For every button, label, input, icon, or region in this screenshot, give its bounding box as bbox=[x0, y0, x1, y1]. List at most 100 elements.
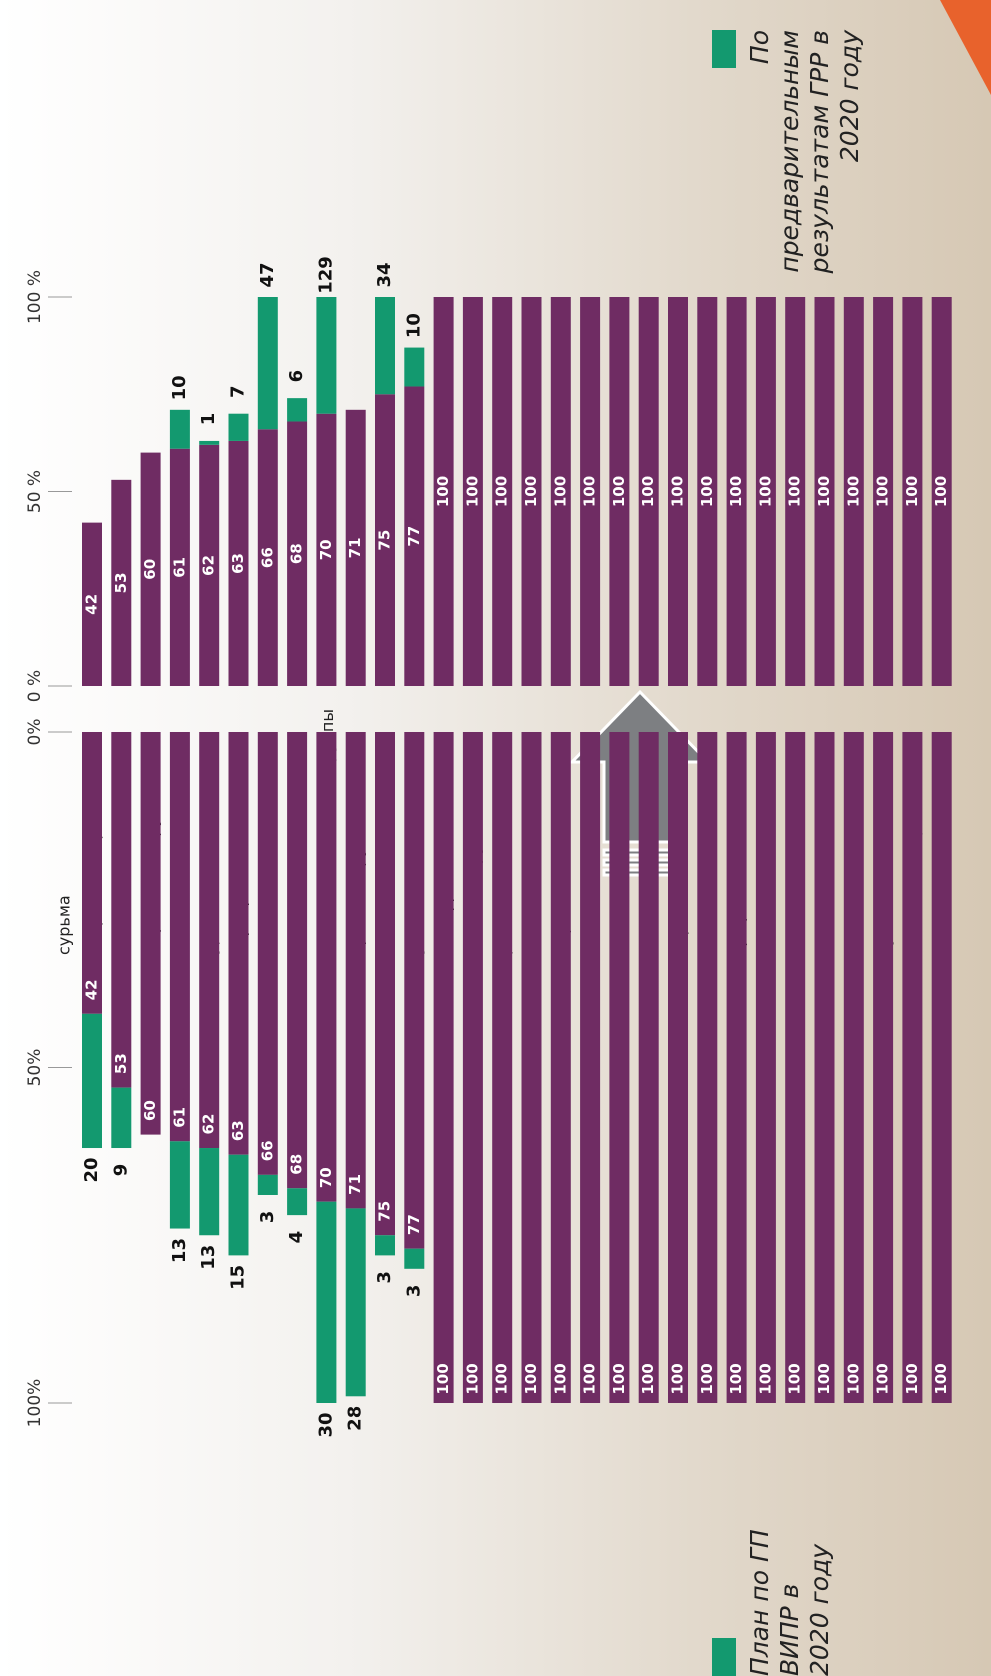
value-label: 100 bbox=[698, 476, 716, 507]
value-label: 75 bbox=[376, 1201, 394, 1222]
bar-segment bbox=[229, 1155, 249, 1256]
value-label: 9 bbox=[110, 1164, 131, 1177]
legend-swatch bbox=[712, 30, 736, 68]
value-label: 100 bbox=[610, 476, 628, 507]
bar-segment bbox=[82, 732, 102, 1014]
bar-segment bbox=[82, 1014, 102, 1148]
value-label: 13 bbox=[169, 1238, 190, 1263]
bar-segment bbox=[404, 348, 424, 387]
value-label: 3 bbox=[257, 1211, 278, 1224]
value-label: 75 bbox=[376, 530, 394, 551]
legend-label: По предварительным результатам ГРР в 202… bbox=[745, 30, 865, 300]
value-label: 60 bbox=[141, 1100, 159, 1121]
bar-segment bbox=[229, 732, 249, 1155]
y-tick-label: 50 % bbox=[25, 470, 45, 513]
value-label: 53 bbox=[112, 572, 130, 593]
value-label: 100 bbox=[903, 476, 921, 507]
bar-segment bbox=[756, 732, 776, 1403]
bar-segment bbox=[639, 732, 659, 1403]
value-label: 47 bbox=[257, 262, 278, 287]
bar-segment bbox=[170, 1141, 190, 1228]
value-label: 100 bbox=[610, 1363, 628, 1394]
y-tick-label: 100% bbox=[25, 1379, 45, 1428]
bar-segment bbox=[346, 1208, 366, 1396]
value-label: 100 bbox=[522, 476, 540, 507]
value-label: 42 bbox=[83, 594, 101, 615]
value-label: 28 bbox=[345, 1406, 366, 1431]
bar-segment bbox=[111, 732, 131, 1088]
bar-segment bbox=[873, 732, 893, 1403]
value-label: 129 bbox=[315, 256, 336, 294]
value-label: 100 bbox=[639, 476, 657, 507]
bar-segment bbox=[199, 441, 219, 445]
value-label: 100 bbox=[522, 1363, 540, 1394]
y-tick-label: 100 % bbox=[25, 270, 45, 324]
value-label: 42 bbox=[83, 979, 101, 1000]
value-label: 1 bbox=[198, 413, 219, 426]
value-label: 100 bbox=[756, 1363, 774, 1394]
value-label: 3 bbox=[403, 1285, 424, 1298]
value-label: 60 bbox=[141, 559, 159, 580]
value-label: 100 bbox=[551, 1363, 569, 1394]
value-label: 100 bbox=[493, 476, 511, 507]
value-label: 62 bbox=[200, 1114, 218, 1135]
value-label: 10 bbox=[169, 375, 190, 400]
bar-segment bbox=[609, 732, 629, 1403]
value-label: 3 bbox=[374, 1271, 395, 1284]
bar-segment bbox=[170, 410, 190, 449]
bar-segment bbox=[902, 732, 922, 1403]
value-label: 66 bbox=[258, 547, 276, 568]
bar-segment bbox=[287, 1188, 307, 1215]
value-label: 100 bbox=[551, 476, 569, 507]
bar-segment bbox=[141, 732, 161, 1135]
value-label: 100 bbox=[756, 476, 774, 507]
bar-segment bbox=[170, 732, 190, 1141]
bar-segment bbox=[815, 732, 835, 1403]
value-label: 77 bbox=[405, 526, 423, 547]
bar-segment bbox=[287, 398, 307, 421]
bar-segment bbox=[199, 1148, 219, 1235]
bar-segment bbox=[375, 732, 395, 1235]
category-label: сурьма bbox=[55, 895, 74, 955]
value-label: 63 bbox=[229, 553, 247, 574]
bar-segment bbox=[844, 732, 864, 1403]
value-label: 100 bbox=[669, 1363, 687, 1394]
bar-segment bbox=[785, 732, 805, 1403]
bar-segment bbox=[375, 1235, 395, 1255]
value-label: 62 bbox=[200, 555, 218, 576]
value-label: 15 bbox=[228, 1265, 249, 1290]
bar-segment bbox=[932, 732, 952, 1403]
value-label: 100 bbox=[815, 1363, 833, 1394]
value-label: 53 bbox=[112, 1053, 130, 1074]
bar-segment bbox=[404, 1249, 424, 1269]
value-label: 100 bbox=[903, 1363, 921, 1394]
value-label: 100 bbox=[639, 1363, 657, 1394]
value-label: 7 bbox=[228, 385, 249, 398]
value-label: 100 bbox=[874, 1363, 892, 1394]
value-label: 100 bbox=[932, 476, 950, 507]
value-label: 100 bbox=[493, 1363, 511, 1394]
bar-segment bbox=[316, 732, 336, 1202]
value-label: 70 bbox=[317, 1167, 335, 1188]
bar-segment bbox=[258, 732, 278, 1175]
value-label: 100 bbox=[434, 476, 452, 507]
value-label: 20 bbox=[81, 1157, 102, 1182]
legend-swatch bbox=[712, 1638, 736, 1676]
bar-segment bbox=[199, 732, 219, 1148]
value-label: 34 bbox=[374, 262, 395, 287]
y-tick-label: 0% bbox=[25, 719, 45, 746]
value-label: 100 bbox=[581, 1363, 599, 1394]
value-label: 100 bbox=[844, 1363, 862, 1394]
page: сурьмакварцевое сырьеалмазымарганцевые р… bbox=[0, 0, 991, 1676]
value-label: 100 bbox=[434, 1363, 452, 1394]
value-label: 100 bbox=[463, 1363, 481, 1394]
value-label: 100 bbox=[815, 476, 833, 507]
corner-decor bbox=[940, 0, 991, 95]
value-label: 100 bbox=[786, 476, 804, 507]
bar-segment bbox=[287, 732, 307, 1188]
value-label: 13 bbox=[198, 1245, 219, 1270]
legend-label: План по ГП ВИПР в 2020 году bbox=[745, 1526, 835, 1676]
bar-segment bbox=[727, 732, 747, 1403]
value-label: 61 bbox=[170, 557, 188, 578]
y-tick-label: 50% bbox=[25, 1049, 45, 1087]
